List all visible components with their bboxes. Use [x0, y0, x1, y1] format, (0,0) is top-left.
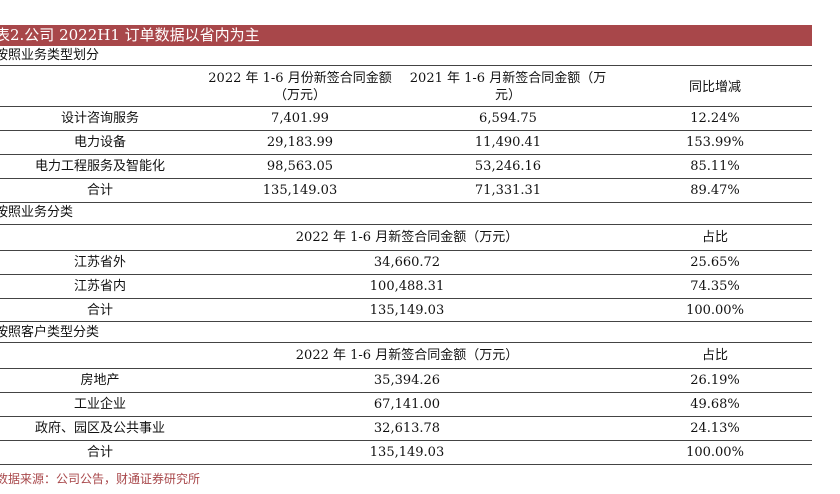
- header-line: 2022 年 1-6 月份新签合同金额: [208, 71, 392, 86]
- divider: [0, 130, 812, 131]
- divider: [0, 274, 812, 275]
- cell-value: 32,613.78: [373, 421, 441, 436]
- table-row: 房地产 35,394.26 26.19%: [0, 369, 812, 392]
- table-row-total: 合计 135,149.03 100.00%: [0, 299, 812, 322]
- col-header-share: 占比: [701, 348, 728, 363]
- divider: [0, 250, 812, 251]
- row-label: 政府、园区及公共事业: [34, 421, 165, 436]
- cell-value: 53,246.16: [474, 159, 542, 174]
- row-label: 合计: [86, 445, 113, 460]
- table-row: 江苏省外 34,660.72 25.65%: [0, 251, 812, 274]
- divider: [0, 178, 812, 179]
- cell-value: 67,141.00: [373, 397, 441, 412]
- row-label: 工业企业: [73, 397, 126, 412]
- section-label-business-class: 按照业务分类: [0, 205, 74, 220]
- table-header-row: 2022 年 1-6 月新签合同金额（万元） 占比: [0, 344, 812, 367]
- cell-value: 34,660.72: [373, 255, 441, 270]
- cell-value: 12.24%: [690, 111, 740, 126]
- row-label: 电力工程服务及智能化: [34, 159, 165, 174]
- cell-value: 29,183.99: [266, 135, 334, 150]
- col-header-2022: 2022 年 1-6 月份新签合同金额 （万元）: [200, 70, 400, 104]
- section-label-client-type: 按照客户类型分类: [0, 325, 100, 340]
- table-row: 电力工程服务及智能化 98,563.05 53,246.16 85.11%: [0, 155, 812, 178]
- divider: [0, 342, 812, 343]
- divider: [0, 202, 812, 203]
- table-row: 设计咨询服务 7,401.99 6,594.75 12.24%: [0, 107, 812, 130]
- divider: [0, 392, 812, 393]
- col-header-2022-amount: 2022 年 1-6 月新签合同金额（万元）: [295, 230, 519, 245]
- header-line: 2021 年 1-6 月新签合同金额（万: [409, 71, 607, 86]
- divider: [0, 464, 812, 465]
- header-line: （万元）: [273, 88, 326, 103]
- divider: [0, 368, 812, 369]
- cell-value: 6,594.75: [479, 111, 537, 126]
- cell-value: 24.13%: [690, 421, 740, 436]
- cell-value: 135,149.03: [369, 445, 445, 460]
- cell-value: 11,490.41: [474, 135, 542, 150]
- row-label: 房地产: [80, 373, 120, 388]
- row-label: 江苏省外: [73, 255, 126, 270]
- cell-value: 135,149.03: [262, 183, 338, 198]
- cell-value: 71,331.31: [474, 183, 542, 198]
- table-row: 江苏省内 100,488.31 74.35%: [0, 275, 812, 298]
- cell-value: 89.47%: [690, 183, 740, 198]
- divider: [0, 106, 812, 107]
- col-header-2022-amount: 2022 年 1-6 月新签合同金额（万元）: [295, 348, 519, 363]
- divider: [0, 416, 812, 417]
- col-header-2021: 2021 年 1-6 月新签合同金额（万 元）: [402, 70, 614, 104]
- cell-value: 35,394.26: [373, 373, 441, 388]
- row-label: 电力设备: [73, 135, 126, 150]
- table-row: 政府、园区及公共事业 32,613.78 24.13%: [0, 417, 812, 440]
- divider: [0, 440, 812, 441]
- header-line: 元）: [494, 88, 521, 103]
- cell-value: 100.00%: [686, 303, 744, 318]
- row-label: 江苏省内: [73, 279, 126, 294]
- divider: [0, 224, 812, 225]
- source-note: 数据来源：公司公告，财通证券研究所: [0, 472, 201, 486]
- divider: [0, 298, 812, 299]
- cell-value: 7,401.99: [271, 111, 329, 126]
- cell-value: 49.68%: [690, 397, 740, 412]
- cell-value: 98,563.05: [266, 159, 334, 174]
- divider: [0, 154, 812, 155]
- row-label: 设计咨询服务: [60, 111, 139, 126]
- table-title-bar: 表2.公司 2022H1 订单数据以省内为主: [0, 25, 812, 46]
- col-header-share: 占比: [701, 230, 728, 245]
- divider: [0, 65, 812, 66]
- cell-value: 100,488.31: [369, 279, 445, 294]
- table-title: 表2.公司 2022H1 订单数据以省内为主: [0, 26, 260, 44]
- col-header-yoy: 同比增减: [688, 80, 741, 95]
- row-label: 合计: [86, 183, 113, 198]
- table-row: 电力设备 29,183.99 11,490.41 153.99%: [0, 131, 812, 154]
- table-row-total: 合计 135,149.03 71,331.31 89.47%: [0, 179, 812, 202]
- row-label: 合计: [86, 303, 113, 318]
- divider: [0, 321, 812, 322]
- cell-value: 74.35%: [690, 279, 740, 294]
- cell-value: 25.65%: [690, 255, 740, 270]
- section-label-business-type: 按照业务类型划分: [0, 48, 100, 63]
- cell-value: 153.99%: [686, 135, 744, 150]
- table-row-total: 合计 135,149.03 100.00%: [0, 441, 812, 464]
- cell-value: 85.11%: [690, 159, 740, 174]
- table-row: 工业企业 67,141.00 49.68%: [0, 393, 812, 416]
- table-header-row: 2022 年 1-6 月新签合同金额（万元） 占比: [0, 226, 812, 249]
- cell-value: 135,149.03: [369, 303, 445, 318]
- cell-value: 100.00%: [686, 445, 744, 460]
- cell-value: 26.19%: [690, 373, 740, 388]
